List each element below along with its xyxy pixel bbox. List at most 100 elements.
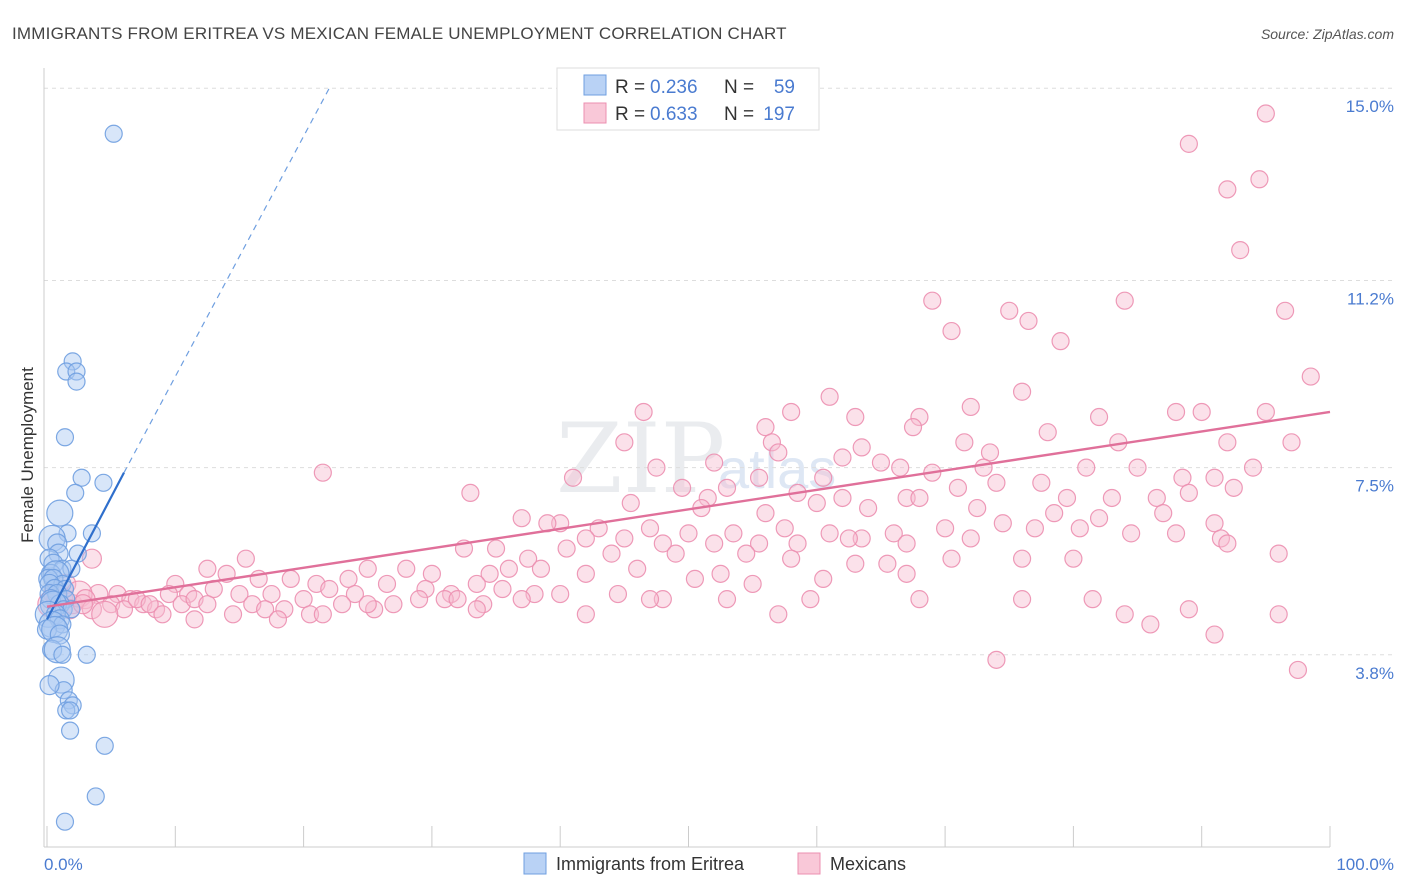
mexicans-point [320,579,339,599]
eritrea-point [55,428,75,447]
mexicans-point [1205,514,1224,533]
eritrea-point [72,468,91,487]
legend-n-label-eritrea: N = [724,77,754,98]
mexicans-point [897,488,916,508]
mexicans-point [339,569,358,589]
mexicans-point [910,590,929,609]
eritrea-point [43,636,71,664]
mexicans-point [634,402,653,422]
mexicans-point [1154,504,1173,523]
mexicans-point [910,407,929,427]
mexicans-point [615,529,634,548]
y-tick-label-1: 7.5% [1355,477,1394,496]
mexicans-point [1147,488,1166,508]
mexicans-point [724,524,743,543]
mexicans-points [37,104,1320,680]
eritrea-point [104,124,123,143]
mexicans-point [1083,590,1102,609]
y-axis-title: Female Unemployment [18,367,37,543]
y-tick-label-3: 15.0% [1346,97,1394,116]
mexicans-point [852,529,871,548]
mexicans-point [114,600,134,619]
mexicans-point [223,605,243,624]
mexicans-point [987,473,1006,492]
mexicans-point [1102,488,1121,508]
mexicans-point [871,453,891,472]
mexicans-point [897,564,916,583]
mexicans-point [300,605,320,624]
mexicans-point [512,509,531,528]
mexicans-point [935,519,955,538]
eritrea-point [63,352,82,371]
mexicans-point [846,407,865,427]
mexicans-point [448,590,467,609]
mexicans-point [1012,549,1032,568]
mexicans-point [653,534,672,553]
mexicans-point [551,584,570,604]
eritrea-point [39,675,60,696]
eritrea-point [57,701,76,720]
mexicans-point [672,478,692,497]
y-tick-label-2: 11.2% [1347,289,1394,308]
mexicans-point [81,548,103,569]
mexicans-point [961,397,980,417]
mexicans-point [435,590,454,609]
mexicans-point [1089,407,1109,427]
mexicans-point [576,564,595,583]
mexicans-point [685,569,705,589]
mexicans-point [1288,660,1308,680]
mexicans-point [891,458,910,477]
mexicans-point [467,600,486,619]
eritrea-point [60,721,80,740]
mexicans-point [833,488,852,508]
mexicans-point [512,590,531,609]
mexicans-point [801,590,820,609]
mexicans-point [1275,301,1295,320]
mexicans-point [1282,433,1301,452]
mexicans-point [153,605,172,624]
mexicans-point [1057,488,1077,508]
mexicans-point [980,443,1000,462]
y-tick-label-0: 3.8% [1355,664,1394,683]
mexicans-point [910,488,929,508]
mexicans-point [480,564,499,583]
mexicans-point [185,610,204,629]
mexicans-point [737,544,756,563]
mexicans-point [1012,382,1032,401]
mexicans-point [1128,458,1147,477]
mexicans-point [897,534,916,553]
mexicans-point [91,600,119,628]
mexicans-point [942,549,961,568]
mexicans-point [1301,367,1320,386]
mexicans-point [416,579,435,599]
mexicans-point [198,595,217,614]
mexicans-point [1000,301,1019,320]
mexicans-point [358,595,377,614]
mexicans-point [615,433,634,452]
mexicans-point [332,595,352,614]
eritrea-point [58,524,77,543]
legend-n-value-eritrea: 59 [774,77,795,98]
mexicans-point [884,524,903,543]
series-legend: Immigrants from Eritrea Mexicans [523,852,906,875]
mexicans-point [268,610,288,629]
mexicans-point [769,605,788,624]
mexicans-point [859,498,878,518]
mexicans-point [1077,458,1096,477]
mexicans-point [647,458,666,477]
mexicans-point [1256,402,1275,422]
mexicans-point [576,605,595,624]
eritrea-point [55,812,75,831]
mexicans-point [717,590,737,609]
mexicans-point [762,433,781,452]
mexicans-point [782,549,801,568]
mexicans-point [820,387,839,406]
eritrea-point [95,736,114,755]
eritrea-points [34,124,123,831]
mexicans-point [461,483,480,503]
mexicans-point [1025,519,1045,538]
mexicans-point [602,544,621,563]
mexicans-point [756,504,775,523]
mexicans-point [1166,402,1186,422]
mexicans-point [679,524,698,543]
